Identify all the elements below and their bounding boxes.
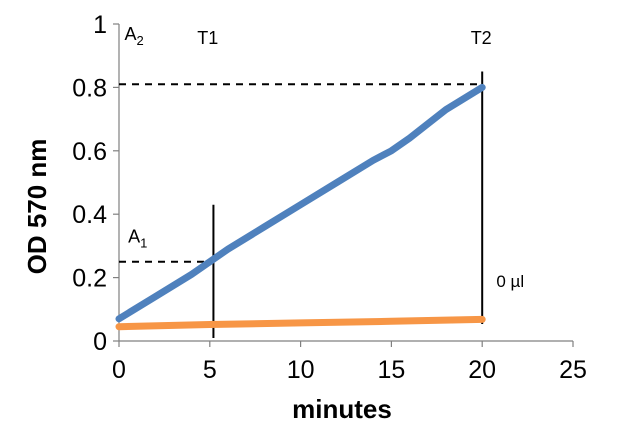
volume-label: 0 µl [496,272,524,291]
labels: minutes OD 570 nm A2 A1 T1 T2 0 µl [22,24,524,424]
a2-label: A2 [124,24,143,48]
y-tick-label: 0.8 [72,74,107,102]
a1-label: A1 [128,227,147,251]
series [115,83,486,331]
axes: 00.20.40.60.810 5 10 15 20 25 [72,11,587,384]
y-tick-label: 1 [93,11,107,39]
x-axis-title: minutes [292,394,392,424]
x-tick-label: 10 [287,356,315,384]
x-tick-label: 15 [377,356,405,384]
y-tick-label: 0.6 [72,138,107,166]
t2-label: T2 [471,28,492,48]
x-tick-label: 25 [559,356,587,384]
y-axis-title: OD 570 nm [22,139,52,275]
x-tick-label: 0 [112,356,126,384]
y-tick-label: 0.4 [72,201,107,229]
x-tick-label: 20 [468,356,496,384]
series-line-2 [115,315,486,331]
x-tick-label: 5 [203,356,217,384]
annotations [119,71,484,338]
series-line-1 [115,83,486,323]
y-tick-label: 0.2 [72,265,107,293]
y-tick-label: 0 [93,328,107,356]
t1-label: T1 [197,28,218,48]
